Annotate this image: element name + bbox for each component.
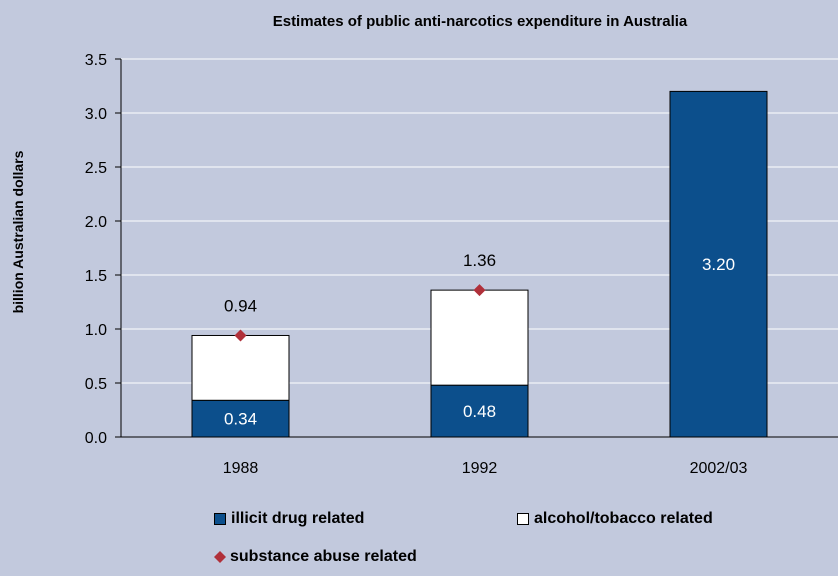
y-tick-label: 3.0 [85,106,107,123]
legend-item-substance: substance abuse related [214,548,417,566]
bars: 0.34 0.48 3.20 [191,90,768,438]
legend-diamond-icon [214,551,226,563]
chart-title: Estimates of public anti-narcotics expen… [273,13,688,30]
y-tick-label: 1.0 [85,322,107,339]
legend-label-illicit: illicit drug related [231,510,365,527]
x-tick-label: 1988 [223,460,259,477]
bar-segment [430,289,529,386]
legend-item-illicit: illicit drug related [214,510,364,528]
legend-label-alcohol: alcohol/tobacco related [534,510,713,527]
y-tick-label: 2.0 [85,214,107,231]
markers: 0.94 1.36 [224,251,496,342]
marker-label: 1.36 [463,251,496,270]
legend-swatch-illicit [214,513,226,525]
x-tick-label: 1992 [462,460,498,477]
y-tick-label: 0.0 [85,430,107,447]
data-label: 0.48 [463,402,496,421]
marker-point [473,284,486,297]
y-tick-label: 2.5 [85,160,107,177]
bar-segment [191,334,290,401]
bar-segment [191,399,290,438]
y-axis-label: billion Australian dollars [10,150,26,313]
y-tick-label: 0.5 [85,376,107,393]
bar-segment [669,90,768,438]
y-tick-label: 3.5 [85,52,107,69]
legend-label-substance: substance abuse related [230,548,417,565]
y-tick-labels: 0.0 0.5 1.0 1.5 2.0 2.5 3.0 3.5 [85,52,107,447]
data-label: 3.20 [702,255,735,274]
legend-item-alcohol: alcohol/tobacco related [517,510,713,528]
marker-point [234,329,247,342]
bar-segment [430,384,529,438]
x-tick-label: 2002/03 [690,460,748,477]
y-tick-label: 1.5 [85,268,107,285]
legend-swatch-alcohol [517,513,529,525]
marker-label: 0.94 [224,296,257,315]
data-label: 0.34 [224,410,257,429]
x-tick-labels: 1988 1992 2002/03 [223,460,748,477]
